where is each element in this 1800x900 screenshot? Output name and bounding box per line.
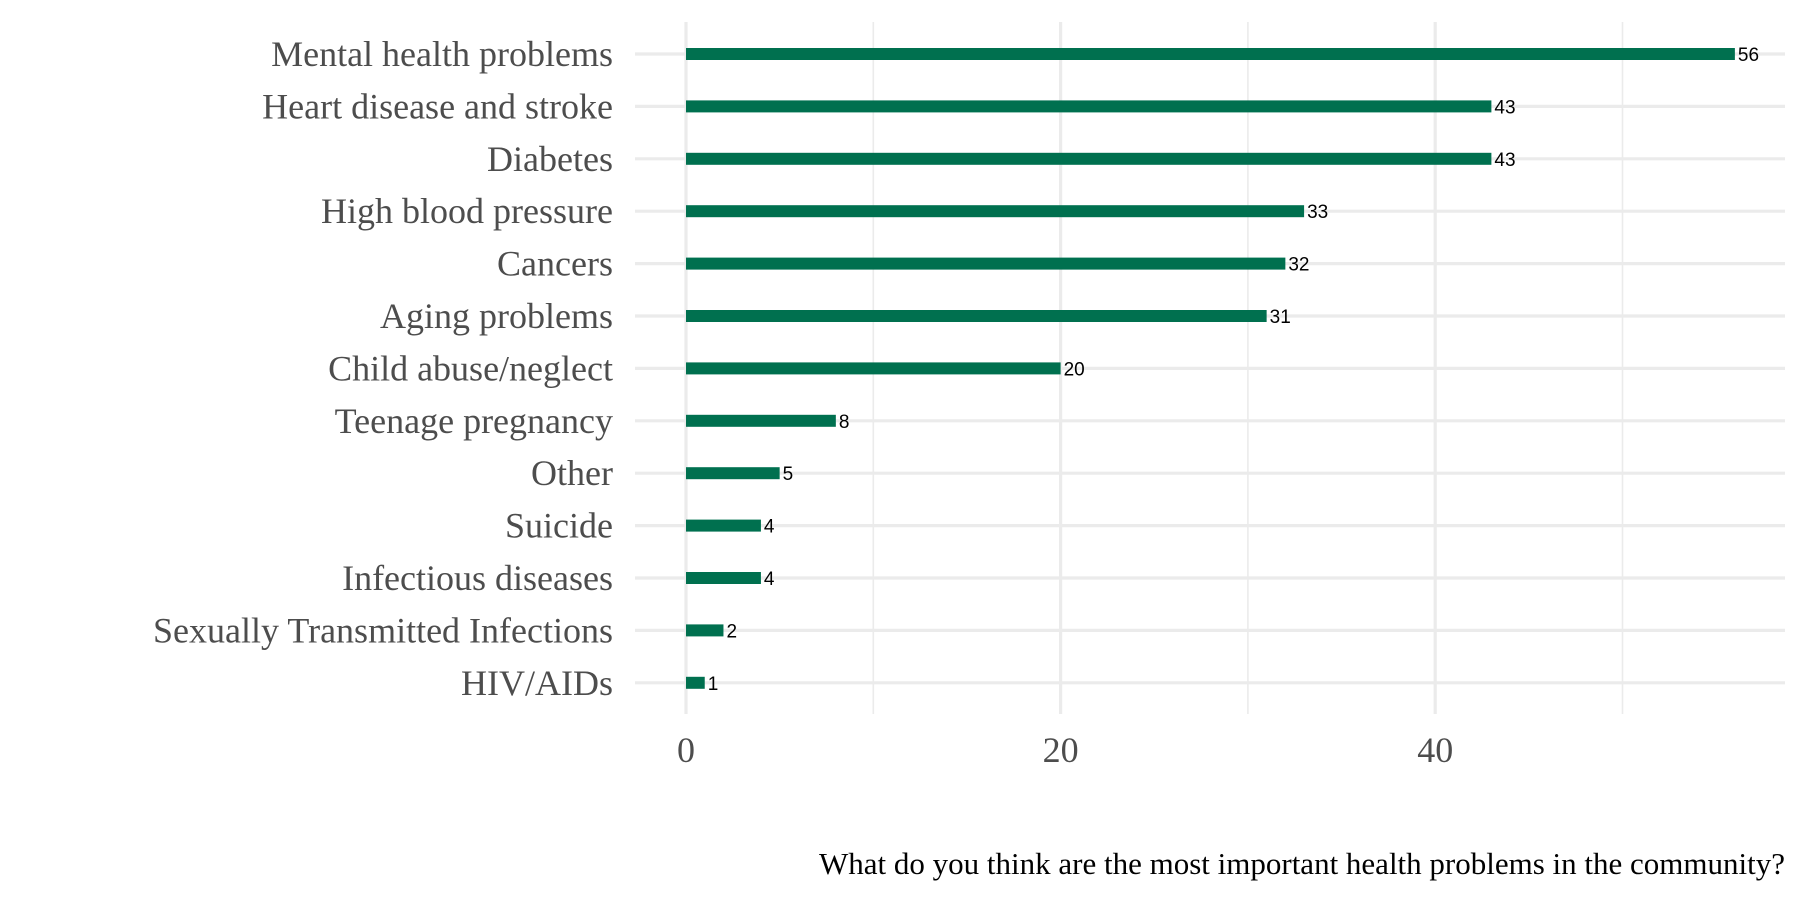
data-label: 31 <box>1270 307 1291 328</box>
bar <box>686 100 1492 113</box>
category-label: Suicide <box>505 506 613 546</box>
data-label: 4 <box>764 517 775 538</box>
bars <box>686 48 1735 689</box>
data-label: 33 <box>1307 202 1328 223</box>
category-label: Infectious diseases <box>342 558 613 598</box>
category-label: Aging problems <box>380 296 613 336</box>
data-label: 43 <box>1494 97 1515 118</box>
x-axis-title: What do you think are the most important… <box>819 846 1785 881</box>
data-label: 56 <box>1738 45 1759 66</box>
category-label: Cancers <box>497 244 613 284</box>
category-label: Teenage pregnancy <box>335 401 613 441</box>
data-labels: 56 43 43 33 32 31 20 8 5 4 4 2 1 <box>708 45 1759 695</box>
category-label: Mental health problems <box>271 34 613 74</box>
category-label: Other <box>531 453 613 493</box>
x-tick-label: 20 <box>1043 730 1079 770</box>
data-label: 2 <box>726 621 737 642</box>
bar <box>686 519 761 532</box>
bar <box>686 48 1735 60</box>
bar <box>686 624 724 637</box>
data-label: 32 <box>1288 255 1309 276</box>
data-label: 43 <box>1494 150 1515 171</box>
category-label: Heart disease and stroke <box>262 86 613 126</box>
data-label: 8 <box>839 412 850 433</box>
category-label: Child abuse/neglect <box>328 348 613 388</box>
data-label: 5 <box>783 464 794 485</box>
data-label: 4 <box>764 569 775 590</box>
bar <box>686 414 836 427</box>
x-tick-label: 0 <box>677 730 695 770</box>
bar <box>686 205 1305 218</box>
category-label: Diabetes <box>487 139 613 179</box>
bar <box>686 362 1061 375</box>
data-label: 1 <box>708 674 719 695</box>
bar <box>686 310 1267 322</box>
bar <box>686 152 1492 165</box>
bar <box>686 467 780 480</box>
x-tick-labels: 0 20 40 <box>677 730 1453 770</box>
bar <box>686 572 761 584</box>
bar <box>686 676 705 689</box>
category-label: Sexually Transmitted Infections <box>153 610 613 650</box>
category-label: HIV/AIDs <box>461 663 613 703</box>
x-tick-label: 40 <box>1417 730 1453 770</box>
data-label: 20 <box>1064 359 1085 380</box>
category-label: High blood pressure <box>321 191 613 231</box>
bar <box>686 257 1286 270</box>
category-labels: Mental health problems Heart disease and … <box>153 34 613 703</box>
